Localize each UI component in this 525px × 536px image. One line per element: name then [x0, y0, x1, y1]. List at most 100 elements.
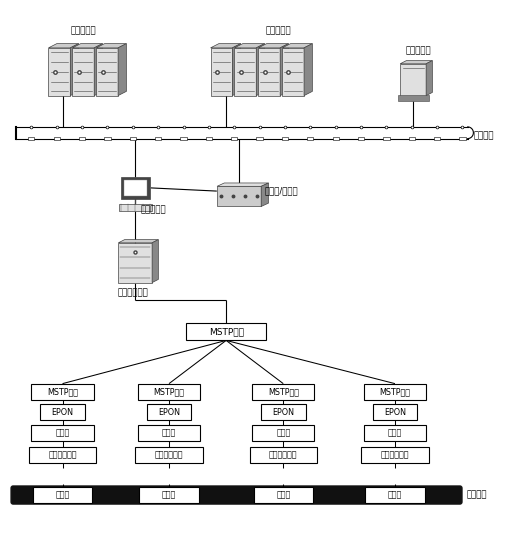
- Polygon shape: [304, 43, 312, 95]
- Text: MSTP设备: MSTP设备: [268, 387, 299, 396]
- FancyBboxPatch shape: [186, 323, 266, 340]
- Polygon shape: [235, 48, 256, 95]
- Polygon shape: [118, 240, 159, 243]
- Polygon shape: [217, 183, 268, 187]
- Polygon shape: [72, 48, 94, 95]
- Text: 输油站: 输油站: [388, 428, 402, 437]
- Polygon shape: [217, 187, 261, 206]
- Text: 配置服务器: 配置服务器: [140, 205, 166, 214]
- FancyBboxPatch shape: [181, 137, 186, 140]
- FancyBboxPatch shape: [79, 137, 85, 140]
- Text: MSTP设备: MSTP设备: [208, 327, 244, 336]
- Text: MSTP设备: MSTP设备: [153, 387, 184, 396]
- FancyBboxPatch shape: [383, 137, 390, 140]
- Polygon shape: [70, 43, 79, 95]
- FancyBboxPatch shape: [365, 487, 425, 503]
- Polygon shape: [118, 43, 127, 95]
- Polygon shape: [280, 43, 288, 95]
- FancyBboxPatch shape: [434, 137, 440, 140]
- FancyBboxPatch shape: [249, 447, 317, 463]
- FancyBboxPatch shape: [373, 404, 417, 420]
- FancyBboxPatch shape: [119, 204, 152, 211]
- FancyBboxPatch shape: [130, 137, 136, 140]
- Text: 传感器: 传感器: [388, 490, 402, 500]
- FancyBboxPatch shape: [459, 137, 466, 140]
- FancyBboxPatch shape: [332, 137, 339, 140]
- Polygon shape: [235, 43, 265, 48]
- FancyBboxPatch shape: [104, 137, 111, 140]
- Text: EPON: EPON: [272, 408, 295, 417]
- FancyBboxPatch shape: [54, 137, 60, 140]
- Text: MSTP设备: MSTP设备: [47, 387, 78, 396]
- FancyBboxPatch shape: [155, 137, 161, 140]
- Polygon shape: [72, 43, 102, 48]
- FancyBboxPatch shape: [364, 425, 426, 441]
- Text: EPON: EPON: [384, 408, 406, 417]
- FancyBboxPatch shape: [231, 137, 237, 140]
- FancyBboxPatch shape: [257, 137, 262, 140]
- FancyBboxPatch shape: [408, 137, 415, 140]
- Text: 输油站: 输油站: [162, 428, 176, 437]
- Polygon shape: [400, 61, 433, 64]
- FancyBboxPatch shape: [33, 487, 92, 503]
- Text: 以太网交换机: 以太网交换机: [117, 288, 148, 297]
- FancyBboxPatch shape: [206, 137, 212, 140]
- Polygon shape: [211, 43, 240, 48]
- Polygon shape: [282, 43, 312, 48]
- Polygon shape: [261, 183, 268, 206]
- FancyBboxPatch shape: [124, 180, 146, 196]
- Text: 传感器: 传感器: [56, 490, 70, 500]
- FancyBboxPatch shape: [11, 486, 462, 504]
- Text: 输油站: 输油站: [56, 428, 70, 437]
- Polygon shape: [48, 43, 79, 48]
- Text: 输油站: 输油站: [276, 428, 290, 437]
- FancyBboxPatch shape: [358, 137, 364, 140]
- FancyBboxPatch shape: [140, 487, 198, 503]
- Text: 共享打印机: 共享打印机: [405, 47, 431, 56]
- Polygon shape: [96, 48, 118, 95]
- FancyBboxPatch shape: [146, 404, 192, 420]
- Polygon shape: [426, 61, 433, 95]
- FancyBboxPatch shape: [40, 404, 85, 420]
- FancyBboxPatch shape: [364, 384, 426, 399]
- Text: 网络工作站: 网络工作站: [70, 27, 96, 36]
- Text: 石油管道: 石油管道: [466, 490, 487, 500]
- FancyBboxPatch shape: [32, 384, 93, 399]
- FancyBboxPatch shape: [307, 137, 313, 140]
- Polygon shape: [282, 48, 304, 95]
- Text: EPON: EPON: [158, 408, 180, 417]
- FancyBboxPatch shape: [121, 177, 150, 199]
- Text: 传感器: 传感器: [276, 490, 290, 500]
- Polygon shape: [48, 48, 70, 95]
- Text: 数据采集设备: 数据采集设备: [269, 450, 298, 459]
- Text: MSTP设备: MSTP设备: [380, 387, 411, 396]
- Polygon shape: [258, 43, 288, 48]
- FancyBboxPatch shape: [135, 447, 203, 463]
- FancyBboxPatch shape: [252, 425, 314, 441]
- Polygon shape: [96, 43, 127, 48]
- Text: 数据采集设备: 数据采集设备: [155, 450, 183, 459]
- Polygon shape: [233, 43, 240, 95]
- Polygon shape: [400, 64, 426, 95]
- Polygon shape: [256, 43, 265, 95]
- Text: EPON: EPON: [51, 408, 74, 417]
- FancyBboxPatch shape: [138, 384, 200, 399]
- Text: 数据采集设备: 数据采集设备: [48, 450, 77, 459]
- FancyBboxPatch shape: [261, 404, 306, 420]
- Text: 防火墙/路由器: 防火墙/路由器: [265, 187, 299, 196]
- Polygon shape: [211, 48, 233, 95]
- FancyBboxPatch shape: [252, 384, 314, 399]
- FancyBboxPatch shape: [254, 487, 313, 503]
- Text: 数据总线: 数据总线: [474, 131, 495, 140]
- Polygon shape: [152, 240, 159, 282]
- Polygon shape: [94, 43, 102, 95]
- Text: 应用服务器: 应用服务器: [265, 27, 291, 36]
- FancyBboxPatch shape: [361, 447, 428, 463]
- Text: 数据采集设备: 数据采集设备: [381, 450, 409, 459]
- FancyBboxPatch shape: [28, 137, 35, 140]
- Polygon shape: [118, 243, 152, 282]
- FancyBboxPatch shape: [138, 425, 200, 441]
- Polygon shape: [258, 48, 280, 95]
- FancyBboxPatch shape: [32, 425, 93, 441]
- FancyBboxPatch shape: [397, 94, 429, 101]
